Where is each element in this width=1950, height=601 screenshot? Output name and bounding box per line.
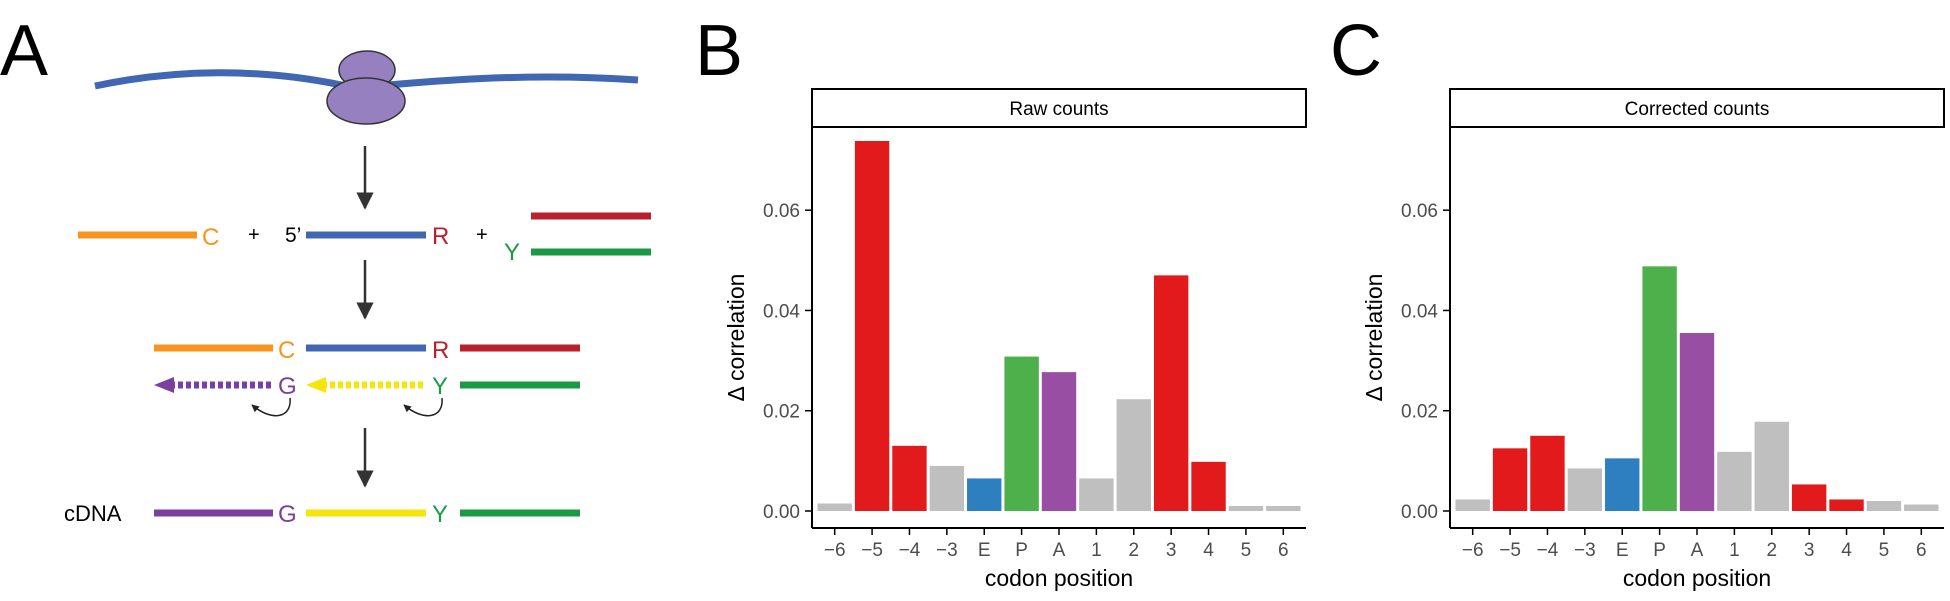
circularize-arrow-2	[403, 397, 443, 417]
panel-a-letter: A	[0, 11, 48, 91]
y-axis-label: Δ correlation	[1361, 274, 1387, 402]
x-tick-label: −6	[1462, 540, 1484, 561]
chart-raw-counts: Raw counts 0.00 0.02 0.04 0.06 −6 −5 −4 −3 E P A 1 2 3…	[723, 88, 1307, 591]
y-tick-label: 0.04	[1401, 301, 1438, 322]
panel-a: A C + 5’ R + Y C R G	[0, 11, 651, 528]
row1-plus-1: +	[248, 224, 260, 246]
x-tick-label: 4	[1841, 540, 1852, 561]
row2-c: C	[278, 337, 295, 364]
panel-c: C Corrected counts 0.00 0.02 0.04 0.06 −6 −5 −4…	[1330, 11, 1945, 591]
panel-c-letter: C	[1330, 11, 1382, 91]
x-axis-label: codon position	[1623, 565, 1771, 591]
ribosome-icon	[326, 50, 406, 125]
bar	[1791, 484, 1827, 511]
x-tick-label: 5	[1879, 540, 1890, 561]
bar	[1041, 372, 1077, 511]
x-tick-label: −4	[899, 540, 921, 561]
bar	[854, 141, 890, 512]
x-tick-label: −5	[861, 540, 883, 561]
bar	[1866, 500, 1902, 511]
bar	[1455, 499, 1490, 511]
row4-g: G	[278, 501, 297, 528]
y-tick-label: 0.06	[763, 201, 800, 222]
x-tick-label: E	[978, 540, 991, 561]
bar	[1492, 448, 1528, 511]
bar	[1679, 333, 1715, 511]
y-tick-label: 0.02	[763, 402, 800, 423]
bar	[1228, 505, 1264, 511]
x-tick-label: −3	[1574, 540, 1596, 561]
facet-strip	[1449, 88, 1945, 128]
row4-cdna-label: cDNA	[64, 501, 122, 526]
y-tick-label: 0.00	[763, 502, 800, 523]
bar	[1717, 451, 1752, 511]
row3-g: G	[278, 373, 297, 400]
chart-title: Raw counts	[1009, 99, 1108, 120]
x-tick-label: P	[1653, 540, 1666, 561]
y-tick-label: 0.04	[763, 301, 800, 322]
row1-y: Y	[504, 239, 520, 266]
x-tick-label: 5	[1241, 540, 1252, 561]
panel-b: B Raw counts 0.00 0.02 0.04 0.06 −6 −5 −4 −3 E P A 1…	[695, 11, 1307, 591]
panel-b-letter: B	[695, 11, 743, 91]
y-tick-label: 0.00	[1401, 502, 1438, 523]
x-tick-label: 3	[1804, 540, 1815, 561]
x-tick-label: 6	[1278, 540, 1289, 561]
x-tick-label: 2	[1766, 540, 1777, 561]
bar	[1829, 499, 1864, 511]
x-tick-label: 6	[1916, 540, 1927, 561]
x-tick-label: −4	[1537, 540, 1559, 561]
x-tick-label: P	[1015, 540, 1028, 561]
y-tick-label: 0.06	[1401, 201, 1438, 222]
x-axis-label: codon position	[985, 565, 1133, 591]
bar	[817, 503, 852, 511]
rt-extension-yellow	[306, 377, 425, 393]
x-tick-label: 3	[1166, 540, 1177, 561]
x-tick-label: −5	[1499, 540, 1521, 561]
bar	[1266, 505, 1301, 511]
circularize-arrow-1	[251, 397, 291, 417]
chart-title: Corrected counts	[1625, 99, 1770, 120]
x-tick-label: E	[1616, 540, 1629, 561]
bar	[1191, 461, 1226, 511]
y-axis-label: Δ correlation	[723, 274, 749, 402]
x-tick-label: 2	[1128, 540, 1139, 561]
bar	[1153, 275, 1189, 511]
x-tick-label: 1	[1729, 540, 1740, 561]
bar	[892, 445, 927, 511]
bar	[1904, 504, 1939, 511]
x-tick-label: −6	[824, 540, 846, 561]
row2-r: R	[432, 337, 449, 364]
chart-corrected-counts: Corrected counts 0.00 0.02 0.04 0.06 −6 −5 −4 −3…	[1361, 88, 1945, 591]
x-tick-label: A	[1691, 540, 1704, 561]
bar	[1605, 458, 1640, 511]
bar	[1079, 478, 1114, 511]
x-tick-label: 4	[1203, 540, 1214, 561]
bar	[1754, 421, 1789, 511]
x-tick-label: 1	[1091, 540, 1102, 561]
row3-y: Y	[432, 373, 448, 400]
row1-plus-2: +	[476, 224, 488, 246]
row1-r: R	[432, 223, 449, 250]
x-tick-label: A	[1053, 540, 1066, 561]
bar	[967, 478, 1002, 511]
rt-extension-purple	[154, 377, 272, 393]
bar	[1567, 468, 1603, 511]
y-tick-label: 0.02	[1401, 402, 1438, 423]
bar	[1004, 356, 1039, 511]
bar	[1530, 435, 1565, 511]
row1-c: C	[202, 224, 219, 251]
bar	[1116, 399, 1151, 511]
row4-y: Y	[432, 501, 448, 528]
bar	[1642, 266, 1677, 511]
bar	[929, 465, 965, 511]
row1-five-prime: 5’	[285, 224, 301, 247]
x-tick-label: −3	[936, 540, 958, 561]
facet-strip	[811, 88, 1307, 128]
